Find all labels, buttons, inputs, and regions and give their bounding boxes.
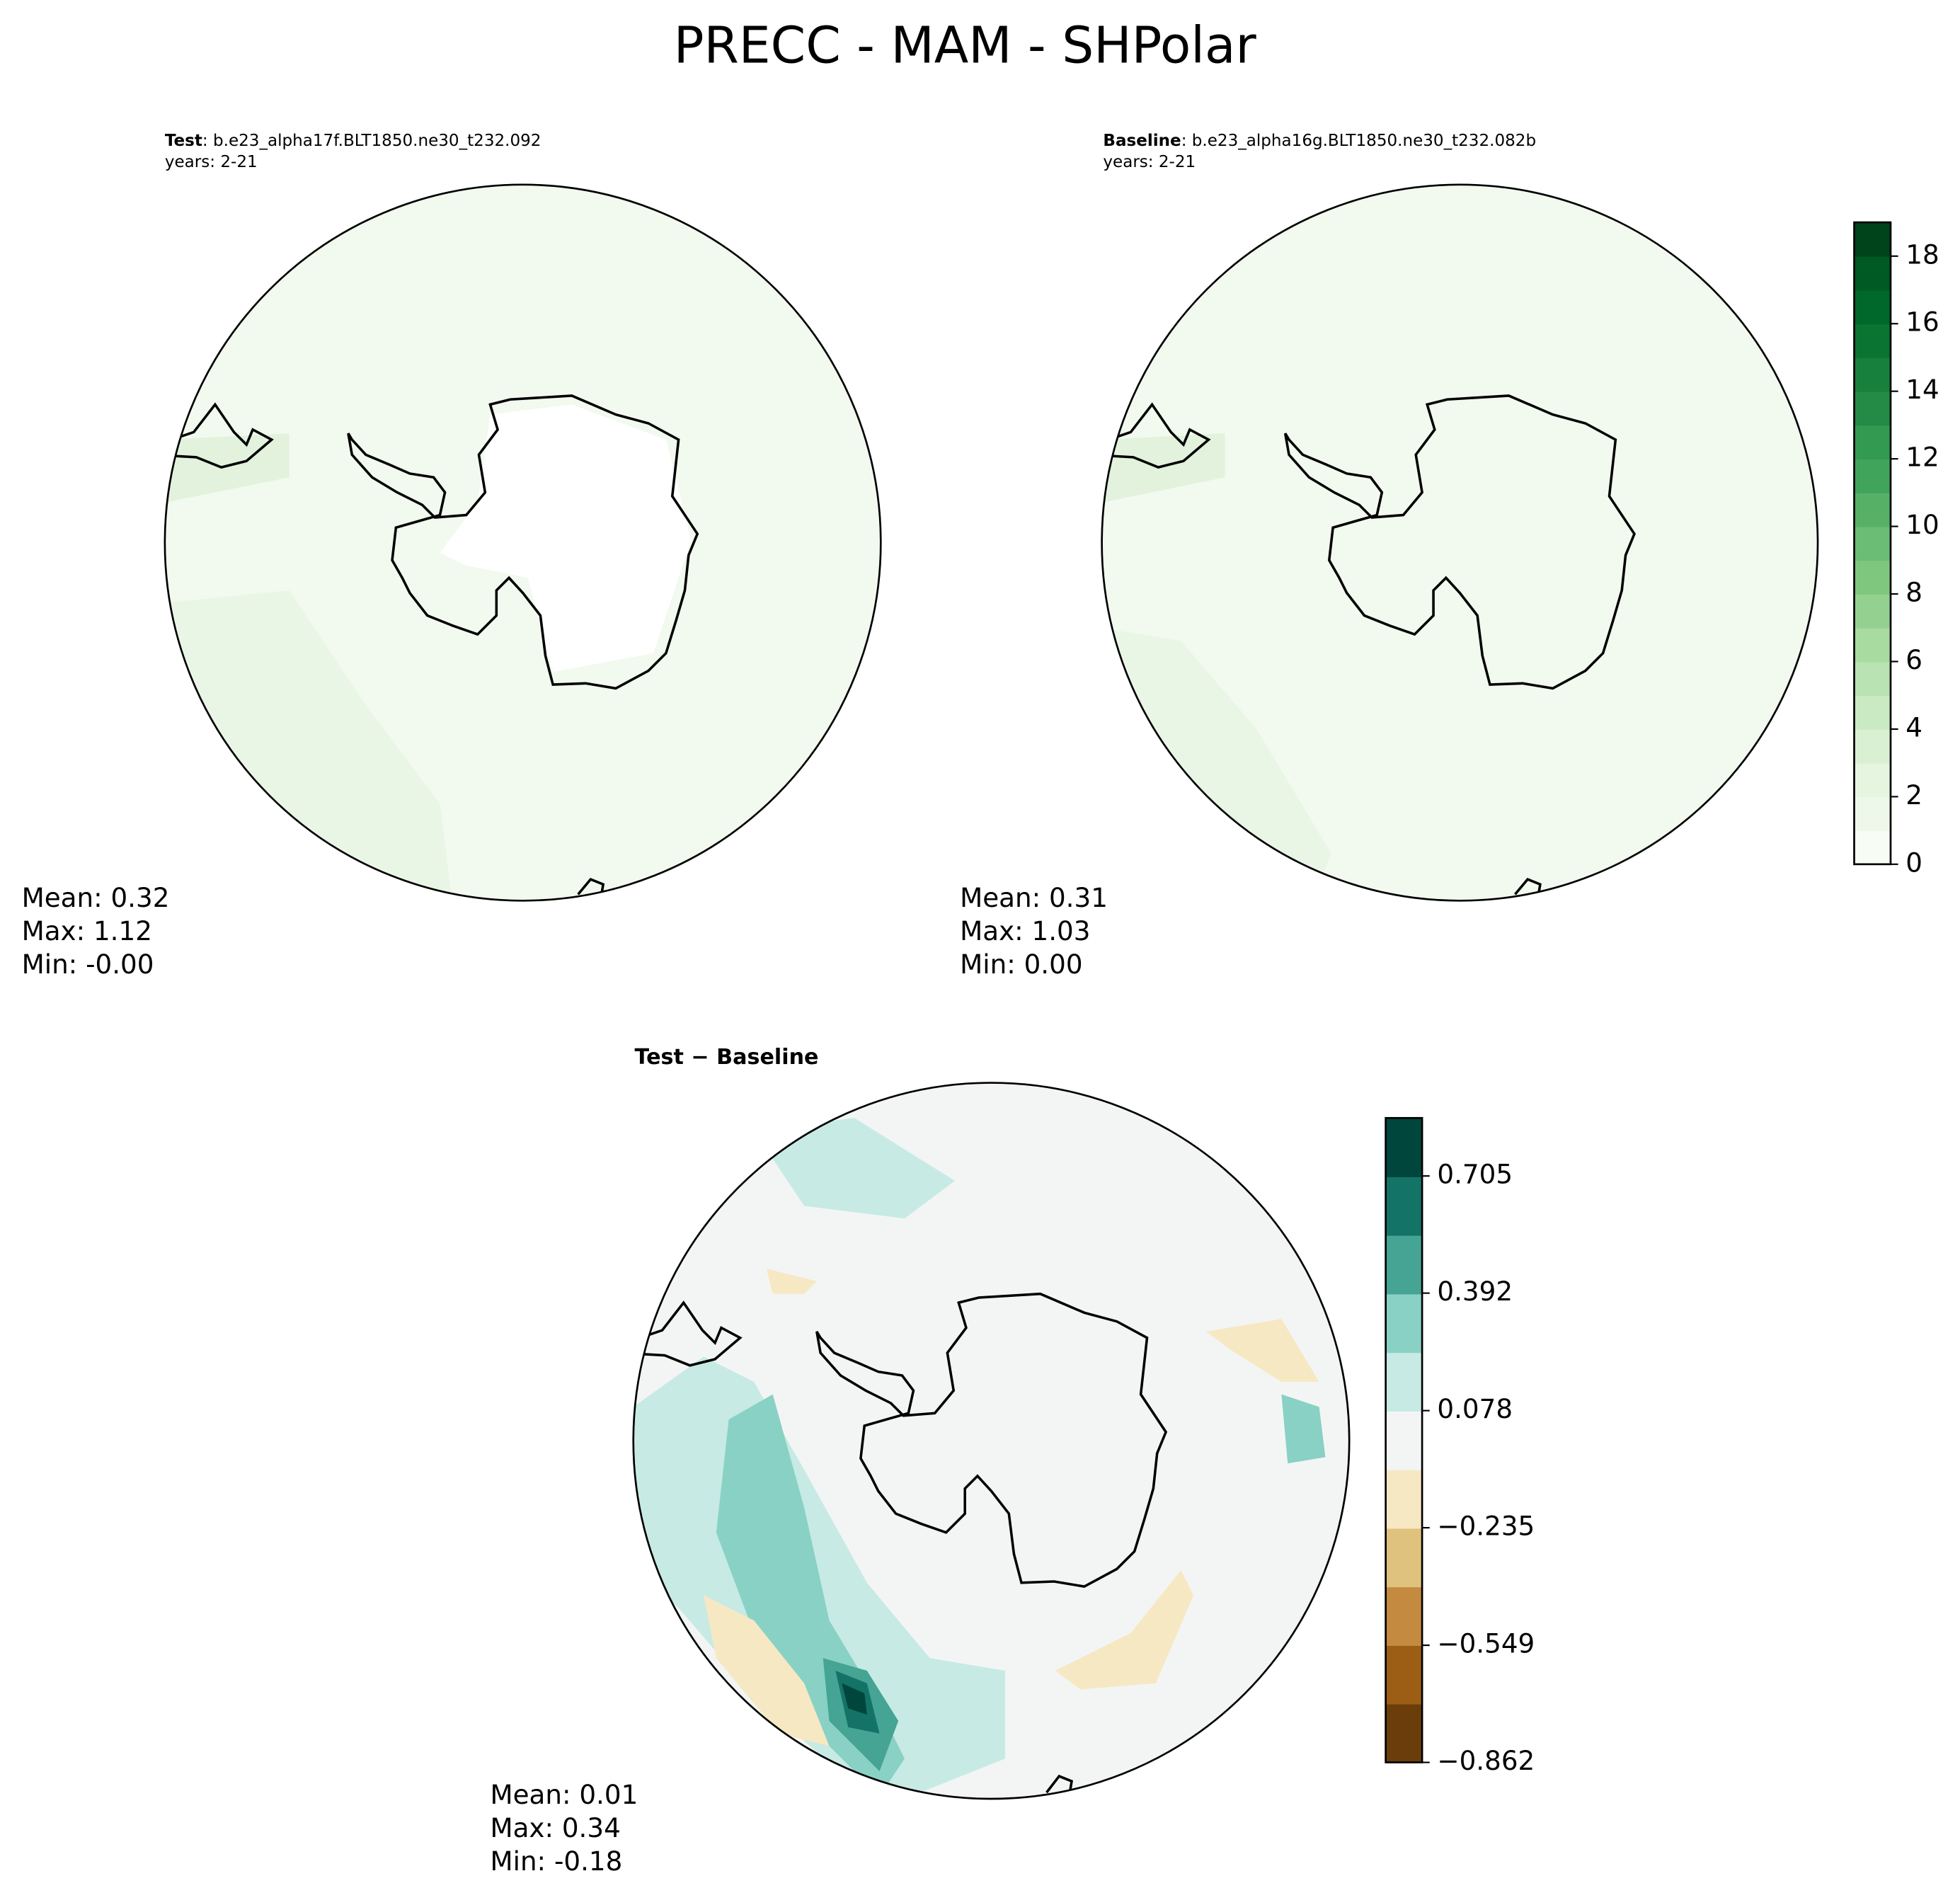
colorbar-band [1854,290,1891,325]
colorbar-band [1854,256,1891,291]
colorbar-band [1385,1528,1423,1588]
colorbar-tick-label: 2 [1905,779,1922,811]
colorbar-tick-label: 0 [1905,847,1922,878]
panel-name: Baseline [1103,132,1181,150]
stat-text: Max: 0.34 [490,1812,620,1843]
colorbar-band [1854,728,1891,764]
colorbar-band [1854,594,1891,629]
colorbar-band [1385,1293,1423,1354]
colorbar-tick-label: −0.862 [1437,1745,1535,1776]
map-border [632,1082,1351,1800]
colorbar-tick-label: 16 [1905,307,1939,338]
figure-title: PRECC - MAM - SHPolar [674,16,1257,75]
colorbar-band [1854,661,1891,697]
colorbar-band [1854,796,1891,831]
colorbar-band [1854,492,1891,527]
panel-years: years: 2-21 [165,153,258,171]
colorbar-band [1385,1118,1423,1177]
colorbar-band [1854,695,1891,730]
colorbar-band [1385,1411,1423,1470]
map-border [1101,183,1819,902]
panel-years: years: 2-21 [1103,153,1196,171]
stat-text: Mean: 0.01 [490,1779,638,1810]
colorbar-band [1854,391,1891,426]
stat-text: Max: 1.03 [960,915,1090,946]
map-border [164,183,882,902]
colorbar-band [1854,627,1891,663]
colorbar-tick-label: −0.549 [1437,1628,1535,1659]
panel-case: : b.e23_alpha16g.BLT1850.ne30_t232.082b [1181,132,1536,150]
map-difference [633,1082,1350,1800]
panel-label: Test − Baseline [635,1045,819,1070]
colorbar-frame [1385,1116,1423,1763]
colorbar-tick-label: 0.705 [1437,1159,1513,1190]
colorbar-tick-label: 6 [1905,644,1922,675]
colorbar-tick-label: 8 [1905,577,1922,608]
colorbar-band [1854,425,1891,460]
colorbar-tick-label: 18 [1905,239,1939,270]
colorbar-tick-label: 4 [1905,711,1922,743]
stat-text: Min: -0.00 [22,949,154,980]
colorbar-band [1385,1352,1423,1412]
colorbar-band [1854,357,1891,392]
colorbar-frame [1853,221,1892,866]
colorbar-band [1854,560,1891,595]
colorbar-band [1385,1469,1423,1529]
colorbar-band [1385,1703,1423,1763]
colorbar-band [1854,324,1891,358]
stat-text: Mean: 0.32 [22,882,170,913]
colorbar-band [1385,1177,1423,1236]
colorbar-band [1854,222,1891,257]
panel-case: : b.e23_alpha17f.BLT1850.ne30_t232.092 [202,132,541,150]
colorbar-band [1854,459,1891,493]
colorbar-tick-label: 10 [1905,509,1939,540]
stat-text: Min: -0.18 [490,1846,622,1877]
colorbar-tick-label: −0.235 [1437,1511,1535,1542]
colorbar-band [1385,1235,1423,1295]
colorbar-band [1385,1586,1423,1646]
stat-text: Mean: 0.31 [960,882,1108,913]
colorbar-tick-label: 12 [1905,442,1939,473]
colorbar-band [1854,526,1891,561]
colorbar-tick-label: 0.392 [1437,1276,1513,1307]
colorbar-band [1854,830,1891,865]
colorbar-band [1385,1645,1423,1705]
panel-label: Test: b.e23_alpha17f.BLT1850.ne30_t232.0… [165,132,541,150]
colorbar-tick-label: 14 [1905,374,1939,405]
map-test [164,184,881,901]
panel-name: Test [165,132,202,150]
colorbar-band [1854,762,1891,798]
colorbar-tick-label: 0.078 [1437,1393,1513,1424]
panel-label: Baseline: b.e23_alpha16g.BLT1850.ne30_t2… [1103,132,1536,150]
stat-text: Min: 0.00 [960,949,1082,980]
map-baseline [1101,184,1818,901]
stat-text: Max: 1.12 [22,915,152,946]
